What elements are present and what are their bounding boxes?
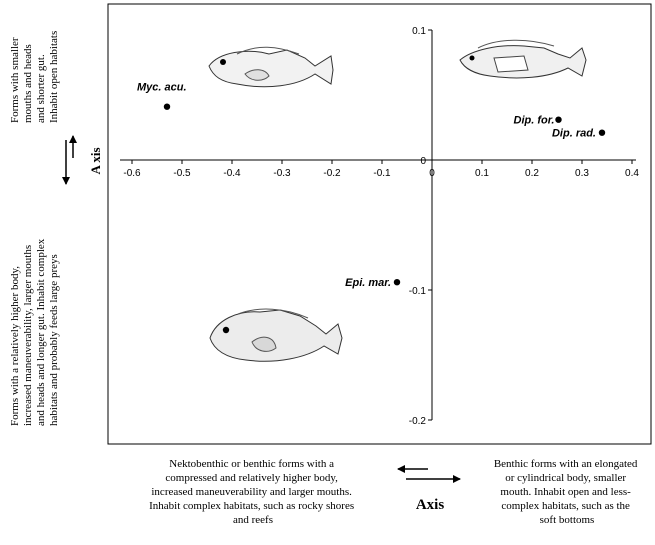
bottom-right-annotation: Benthic forms with an elongated or cylin… (494, 458, 640, 526)
point-label: Epi. mar. (345, 277, 391, 289)
point-label: Myc. acu. (137, 82, 187, 94)
x-tick-label: 0.2 (525, 168, 539, 179)
fish-top-left-illustration (208, 46, 334, 88)
left-top-annotation: Forms with smaller mouths and heads and … (9, 31, 60, 123)
x-tick-label: -0.4 (223, 168, 241, 179)
x-ticks: -0.6 -0.5 -0.4 -0.3 -0.2 -0.1 0 0.1 0.2 0.3 0.4 (123, 160, 639, 179)
point-label: Dip. for. (514, 115, 555, 127)
y-tick-label: 0 (420, 156, 426, 167)
data-point (598, 129, 606, 136)
x-tick-label: -0.2 (323, 168, 341, 179)
y-axis-title: A xis (88, 147, 103, 174)
data-point (555, 116, 562, 123)
y-tick-label: -0.1 (409, 286, 427, 297)
x-axis-title: Axis (416, 497, 445, 513)
data-points: Myc. acu. Dip. for.Dip. rad. Epi. mar. (137, 82, 606, 289)
data-point (163, 103, 171, 110)
x-tick-label: -0.1 (373, 168, 391, 179)
fish-bottom-illustration (209, 308, 343, 362)
point-label: Dip. rad. (552, 128, 596, 140)
bottom-left-annotation: Nektobenthic or benthic forms with a com… (149, 458, 357, 526)
x-tick-label: 0.1 (475, 168, 489, 179)
x-tick-label: -0.3 (273, 168, 291, 179)
x-tick-label: 0.4 (625, 168, 639, 179)
left-bottom-annotation: Forms with a relatively higher body, inc… (9, 236, 60, 426)
x-tick-label: 0 (429, 168, 435, 179)
x-tick-label: 0.3 (575, 168, 589, 179)
data-point (393, 279, 401, 286)
x-tick-label: -0.5 (173, 168, 191, 179)
x-tick-label: -0.6 (123, 168, 141, 179)
y-tick-label: -0.2 (409, 416, 427, 427)
y-ticks: 0.1 0 -0.1 -0.2 (409, 26, 432, 427)
y-tick-label: 0.1 (412, 26, 426, 37)
plot-frame (107, 3, 652, 445)
fish-top-right-illustration (459, 39, 587, 79)
